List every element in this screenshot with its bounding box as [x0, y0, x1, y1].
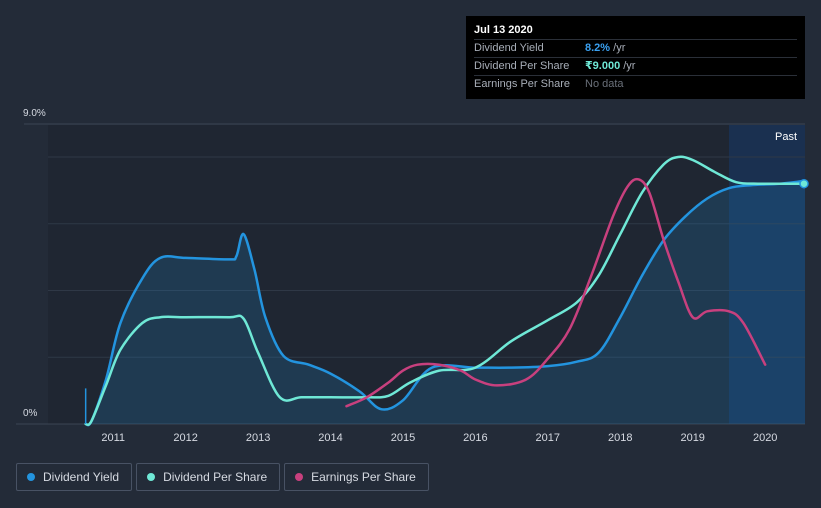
- past-label: Past: [775, 131, 797, 143]
- legend-item-dividend-yield[interactable]: Dividend Yield: [16, 463, 133, 491]
- current-value-marker[interactable]: [799, 178, 809, 189]
- legend-label: Dividend Per Share: [163, 470, 268, 484]
- tooltip-row-earnings-per-share: Earnings Per Share No data: [474, 75, 797, 93]
- legend-dot-icon: [295, 473, 304, 481]
- dividend-yield-value: 8.2%: [585, 42, 611, 54]
- tooltip-unit: /yr: [610, 42, 626, 54]
- tooltip-value: ₹9.000 /yr: [585, 58, 635, 75]
- tooltip-unit: /yr: [620, 60, 636, 72]
- tooltip-value: 8.2% /yr: [585, 40, 625, 57]
- dividend-per-share-line: [84, 155, 807, 426]
- x-tick-label: 2012: [173, 432, 197, 444]
- value-tooltip: Jul 13 2020 Dividend Yield 8.2% /yr Divi…: [466, 16, 805, 99]
- legend-label: Earnings Per Share: [311, 470, 416, 484]
- past-region: [729, 125, 805, 424]
- earnings-per-share-line: [345, 177, 767, 408]
- tooltip-label: Dividend Per Share: [474, 60, 570, 72]
- legend-dot-icon: [27, 473, 35, 481]
- legend-label: Dividend Yield: [43, 470, 120, 484]
- x-axis-ticks: 2011 2012 2013 2014 2015 2016 2017 2018 2019 2020: [101, 432, 777, 444]
- series-areas: [85, 180, 805, 426]
- dividend-yield-area: [85, 180, 805, 426]
- x-tick-label: 2020: [753, 432, 777, 444]
- grid-lines: [16, 123, 805, 425]
- x-tick-label: 2019: [680, 432, 704, 444]
- legend-item-dividend-per-share[interactable]: Dividend Per Share: [136, 463, 281, 491]
- tooltip-label: Dividend Yield: [474, 42, 544, 54]
- dividend-per-share-value: ₹9.000: [585, 60, 621, 72]
- dividend-yield-line: [84, 179, 807, 427]
- tooltip-date: Jul 13 2020: [474, 24, 533, 36]
- x-tick-label: 2013: [246, 432, 270, 444]
- x-tick-label: 2016: [463, 432, 487, 444]
- x-tick-label: 2011: [101, 432, 125, 444]
- earnings-per-share-value: No data: [585, 78, 624, 90]
- legend-dot-icon: [147, 473, 156, 481]
- chart-legend: Dividend Yield Dividend Per Share Earnin…: [16, 463, 429, 491]
- tooltip-row-dividend-per-share: Dividend Per Share ₹9.000 /yr: [474, 57, 797, 75]
- series-lines: [84, 155, 807, 427]
- x-tick-label: 2015: [391, 432, 415, 444]
- x-tick-label: 2017: [536, 432, 560, 444]
- tooltip-label: Earnings Per Share: [474, 78, 570, 90]
- tooltip-row-dividend-yield: Dividend Yield 8.2% /yr: [474, 39, 797, 57]
- x-tick-label: 2014: [318, 432, 342, 444]
- y-label-top: 9.0%: [23, 108, 46, 119]
- y-label-bottom: 0%: [23, 408, 38, 419]
- legend-item-earnings-per-share[interactable]: Earnings Per Share: [284, 463, 429, 491]
- x-tick-label: 2018: [608, 432, 632, 444]
